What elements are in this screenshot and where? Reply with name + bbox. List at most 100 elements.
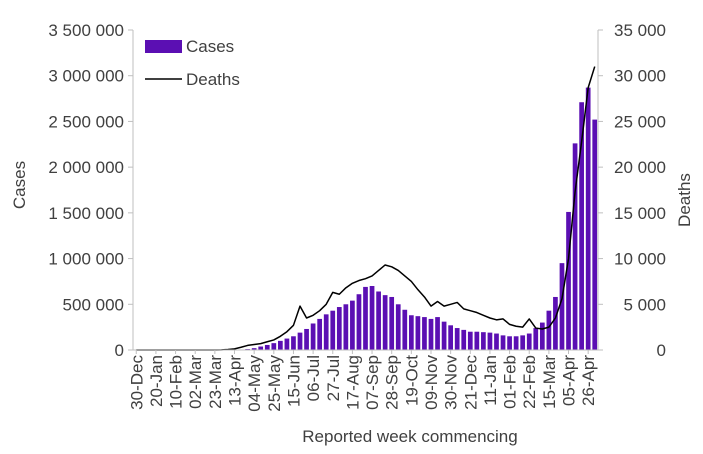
- y2-tick-label: 30 000: [614, 67, 666, 86]
- y-tick-label: 3 500 000: [48, 21, 124, 40]
- x-tick-label: 22-Feb: [520, 355, 539, 409]
- cases-bar: [343, 304, 349, 350]
- y-tick-label: 3 000 000: [48, 67, 124, 86]
- x-tick-label: 01-Feb: [501, 355, 520, 409]
- legend-cases-label: Cases: [186, 37, 234, 56]
- cases-bar: [559, 263, 565, 350]
- y2-tick-label: 5 000: [623, 295, 666, 314]
- cases-bar: [297, 332, 303, 350]
- cases-bar: [336, 307, 342, 350]
- y-tick-label: 2 500 000: [48, 112, 124, 131]
- y-tick-label: 500 000: [63, 295, 124, 314]
- x-tick-label: 11-Jan: [481, 355, 500, 406]
- y2-tick-label: 25 000: [614, 112, 666, 131]
- cases-bar: [533, 328, 539, 350]
- cases-bar: [454, 328, 460, 350]
- x-axis-title: Reported week commencing: [302, 427, 517, 446]
- right-axis: 0 5 000 10 000 15 000 20 000 25 000 30 000 35 0…: [597, 21, 666, 360]
- cases-bar: [546, 310, 552, 350]
- x-tick-label: 15-Mar: [540, 355, 559, 409]
- x-tick-label: 04-May: [245, 355, 264, 412]
- legend-deaths-label: Deaths: [186, 70, 240, 89]
- y-axis-title: Cases: [10, 161, 29, 209]
- x-tick-label: 06-Jul: [304, 355, 323, 401]
- cases-bar: [592, 119, 598, 350]
- x-tick-label: 15-Jun: [284, 355, 303, 407]
- cases-bar: [572, 143, 578, 350]
- cases-bar: [461, 329, 467, 350]
- legend-cases-swatch: [145, 40, 182, 53]
- cases-bar: [566, 211, 571, 350]
- cases-bar: [507, 336, 512, 350]
- cases-bar: [310, 323, 316, 350]
- x-tick-label: 02-Mar: [186, 355, 205, 409]
- cases-bar: [389, 296, 395, 350]
- cases-bar: [323, 314, 329, 350]
- cases-bar: [278, 340, 283, 350]
- cases-bar: [317, 318, 323, 350]
- y2-axis-title: Deaths: [675, 173, 694, 227]
- y2-tick-label: 15 000: [614, 204, 666, 223]
- x-tick-label: 05-Apr: [560, 355, 579, 406]
- cases-bar: [415, 316, 421, 350]
- cases-bar: [539, 322, 545, 350]
- y2-tick-label: 20 000: [614, 158, 666, 177]
- cases-bar: [579, 102, 584, 350]
- cases-bar: [363, 286, 368, 350]
- x-tick-label: 19-Oct: [402, 355, 421, 406]
- x-tick-label: 28-Sep: [383, 355, 402, 410]
- y2-tick-label: 35 000: [614, 21, 666, 40]
- y-tick-label: 2 000 000: [48, 158, 124, 177]
- cases-bar: [500, 335, 506, 350]
- x-tick-label: 09-Nov: [422, 355, 441, 410]
- cases-bar: [271, 343, 277, 350]
- cases-bar: [520, 335, 526, 350]
- cases-bar: [467, 331, 473, 350]
- x-tick-label: 17-Aug: [343, 355, 362, 410]
- y-tick-label: 1 500 000: [48, 204, 124, 223]
- cases-bar: [376, 291, 381, 350]
- cases-bar: [330, 310, 336, 350]
- cases-bar: [304, 328, 309, 350]
- plot-area: [136, 66, 598, 351]
- cases-bar: [428, 318, 434, 350]
- y2-tick-label: 10 000: [614, 250, 666, 269]
- left-axis: 0 500 000 1 000 000 1 500 000 2 000 000 2 500…: [48, 21, 134, 360]
- cases-bar: [513, 336, 519, 350]
- cases-bar: [441, 321, 447, 350]
- cases-bar: [494, 333, 499, 350]
- cases-bar: [408, 315, 414, 350]
- cases-bar: [474, 331, 480, 350]
- cases-bar: [251, 348, 257, 350]
- x-tick-label: 27-Jul: [324, 355, 343, 401]
- cases-bar: [487, 332, 493, 350]
- cases-bar: [422, 317, 427, 350]
- x-axis: 30-Dec 20-Jan 10-Feb 02-Mar 23-Mar 13-Apr 04-M…: [127, 349, 598, 412]
- cases-bar: [402, 309, 408, 350]
- x-tick-label: 20-Jan: [147, 355, 166, 407]
- cases-bar: [369, 286, 375, 350]
- cases-bar: [435, 317, 440, 350]
- cases-bar: [553, 296, 558, 350]
- cases-bar: [448, 325, 453, 350]
- x-tick-label: 25-May: [265, 355, 284, 412]
- cases-bar: [258, 346, 264, 350]
- x-tick-label: 21-Dec: [461, 355, 480, 410]
- cases-bar: [526, 333, 532, 350]
- cases-bar: [291, 336, 296, 350]
- x-tick-label: 10-Feb: [167, 355, 186, 409]
- cases-bar: [264, 344, 270, 350]
- cases-bar: [481, 332, 486, 350]
- x-tick-label: 13-Apr: [226, 355, 245, 406]
- cases-bar: [382, 295, 388, 350]
- cases-bar: [395, 304, 401, 350]
- cases-bar: [350, 300, 355, 350]
- y-tick-label: 0: [115, 341, 124, 360]
- y2-tick-label: 0: [657, 341, 666, 360]
- x-tick-label: 23-Mar: [206, 355, 225, 409]
- cases-bar: [356, 294, 362, 350]
- x-tick-label: 30-Nov: [442, 355, 461, 410]
- x-tick-label: 07-Sep: [363, 355, 382, 410]
- y-tick-label: 1 000 000: [48, 250, 124, 269]
